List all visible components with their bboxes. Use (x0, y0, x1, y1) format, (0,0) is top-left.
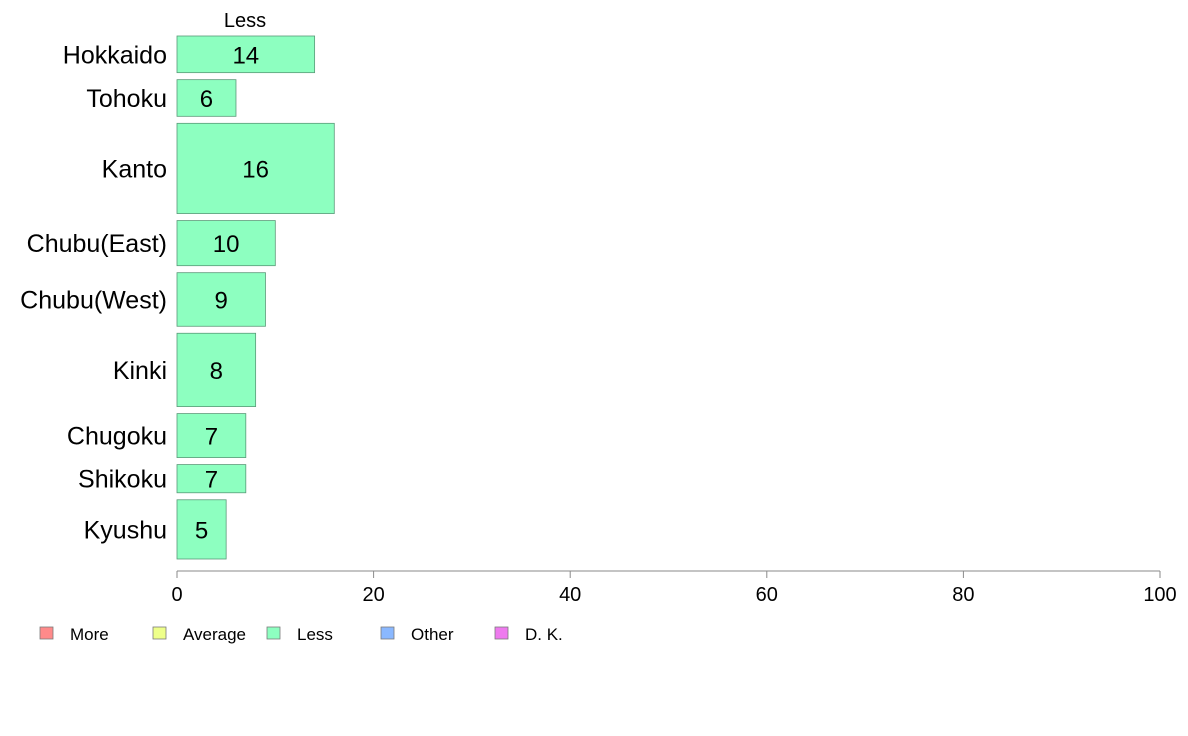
category-row: Shikoku 7 (78, 464, 247, 494)
legend-swatch (380, 626, 395, 640)
legend-item: Average (152, 625, 246, 644)
bar-value-label: 10 (213, 231, 240, 258)
top-series-label: Less (224, 10, 266, 32)
bar-value-label: 5 (195, 517, 208, 544)
bar-segment (176, 122, 335, 214)
bar-segment (176, 413, 247, 458)
category-row: Tohoku 6 (86, 79, 237, 117)
bar-value-label: 8 (210, 358, 223, 385)
x-tick-label: 60 (756, 584, 778, 606)
bar-segment (176, 220, 276, 267)
x-tick-label: 40 (559, 584, 581, 606)
legend-swatch (494, 626, 509, 640)
bar-value-label: 16 (242, 156, 269, 183)
category-label: Kinki (113, 357, 167, 385)
category-label: Shikoku (78, 466, 167, 494)
legend-item: Other (380, 625, 454, 644)
legend-label: Average (183, 625, 246, 644)
category-row: Chubu(West) 9 (20, 272, 266, 327)
category-row: Kyushu 5 (84, 499, 227, 560)
bar-value-label: 7 (205, 424, 218, 451)
legend-item: Less (266, 625, 333, 644)
legend-swatch (266, 626, 281, 640)
legend-label: Other (411, 625, 454, 644)
bar-segment (176, 272, 266, 327)
category-label: Chubu(East) (27, 230, 167, 258)
legend: More Average Less Other D. K. (39, 625, 563, 644)
legend-label: More (70, 625, 109, 644)
category-label: Kyushu (84, 516, 167, 544)
bar-segment (176, 464, 247, 494)
category-row: Kanto 16 (102, 122, 335, 214)
legend-item: More (39, 625, 109, 644)
bar-segment (176, 35, 316, 74)
bar-value-label: 14 (232, 42, 259, 69)
category-label: Chubu(West) (20, 286, 167, 314)
bar-value-label: 6 (200, 86, 213, 113)
x-tick-label: 100 (1143, 584, 1176, 606)
bar-segment (176, 499, 227, 560)
category-row: Hokkaido 14 (63, 35, 316, 74)
category-label: Tohoku (86, 85, 167, 113)
legend-label: D. K. (525, 625, 563, 644)
category-row: Kinki 8 (113, 332, 257, 407)
bar-segment (176, 79, 237, 117)
x-tick-label: 20 (362, 584, 384, 606)
bar-value-label: 7 (205, 467, 218, 494)
legend-swatch (152, 626, 167, 640)
category-label: Hokkaido (63, 41, 167, 69)
bar-value-label: 9 (215, 287, 228, 314)
x-axis: 0 20 40 60 80 100 (171, 570, 1177, 606)
category-row: Chugoku 7 (67, 413, 247, 458)
legend-item: D. K. (494, 625, 563, 644)
x-tick-label: 0 (171, 584, 182, 606)
category-label: Chugoku (67, 423, 167, 451)
legend-label: Less (297, 625, 333, 644)
category-row: Chubu(East) 10 (27, 220, 276, 267)
category-label: Kanto (102, 155, 167, 183)
x-tick-label: 80 (952, 584, 974, 606)
legend-swatch (39, 626, 54, 640)
bar-segment (176, 332, 257, 407)
